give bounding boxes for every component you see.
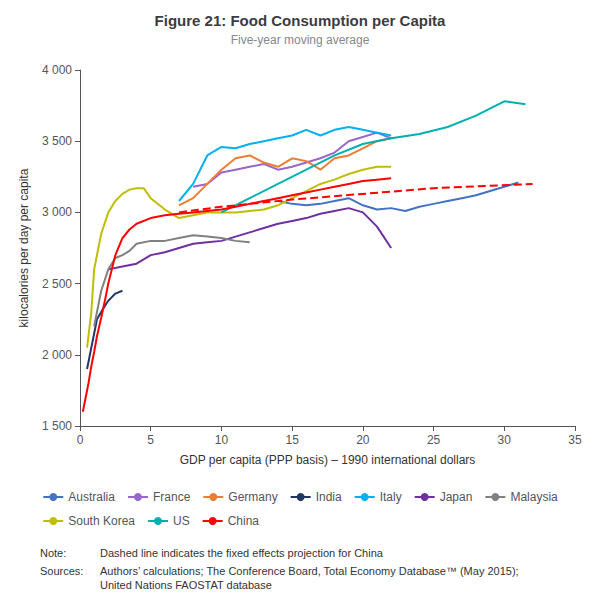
svg-text:20: 20 bbox=[356, 433, 370, 447]
svg-text:1 500: 1 500 bbox=[42, 419, 72, 433]
svg-text:3 000: 3 000 bbox=[42, 205, 72, 219]
svg-text:France: France bbox=[153, 490, 191, 504]
svg-text:Japan: Japan bbox=[440, 490, 473, 504]
svg-text:35: 35 bbox=[568, 433, 582, 447]
svg-text:Authors’ calculations; The Con: Authors’ calculations; The Conference Bo… bbox=[100, 565, 519, 577]
svg-text:4 000: 4 000 bbox=[42, 63, 72, 77]
svg-text:China: China bbox=[228, 514, 260, 528]
svg-text:Sources:: Sources: bbox=[40, 565, 83, 577]
svg-text:Germany: Germany bbox=[228, 490, 277, 504]
svg-text:Malaysia: Malaysia bbox=[510, 490, 558, 504]
svg-text:US: US bbox=[173, 514, 190, 528]
svg-text:Five-year moving average: Five-year moving average bbox=[231, 33, 370, 47]
svg-text:2 000: 2 000 bbox=[42, 348, 72, 362]
svg-text:Italy: Italy bbox=[380, 490, 402, 504]
svg-text:kilocalories per day per capit: kilocalories per day per capita bbox=[17, 168, 31, 327]
svg-text:5: 5 bbox=[147, 433, 154, 447]
svg-text:Australia: Australia bbox=[68, 490, 115, 504]
svg-text:GDP per capita (PPP basis) – 1: GDP per capita (PPP basis) – 1990 intern… bbox=[180, 453, 476, 467]
svg-text:Figure 21: Food Consumption pe: Figure 21: Food Consumption per Capita bbox=[155, 12, 446, 29]
svg-text:10: 10 bbox=[215, 433, 229, 447]
svg-text:0: 0 bbox=[77, 433, 84, 447]
svg-text:United Nations FAOSTAT databas: United Nations FAOSTAT database bbox=[100, 579, 272, 591]
svg-text:15: 15 bbox=[285, 433, 299, 447]
svg-text:25: 25 bbox=[427, 433, 441, 447]
svg-text:3 500: 3 500 bbox=[42, 134, 72, 148]
svg-text:30: 30 bbox=[498, 433, 512, 447]
svg-text:Note:: Note: bbox=[40, 547, 66, 559]
svg-text:India: India bbox=[316, 490, 342, 504]
svg-text:South Korea: South Korea bbox=[68, 514, 135, 528]
svg-text:2 500: 2 500 bbox=[42, 277, 72, 291]
svg-text:Dashed line indicates the fixe: Dashed line indicates the fixed effects … bbox=[100, 547, 384, 559]
